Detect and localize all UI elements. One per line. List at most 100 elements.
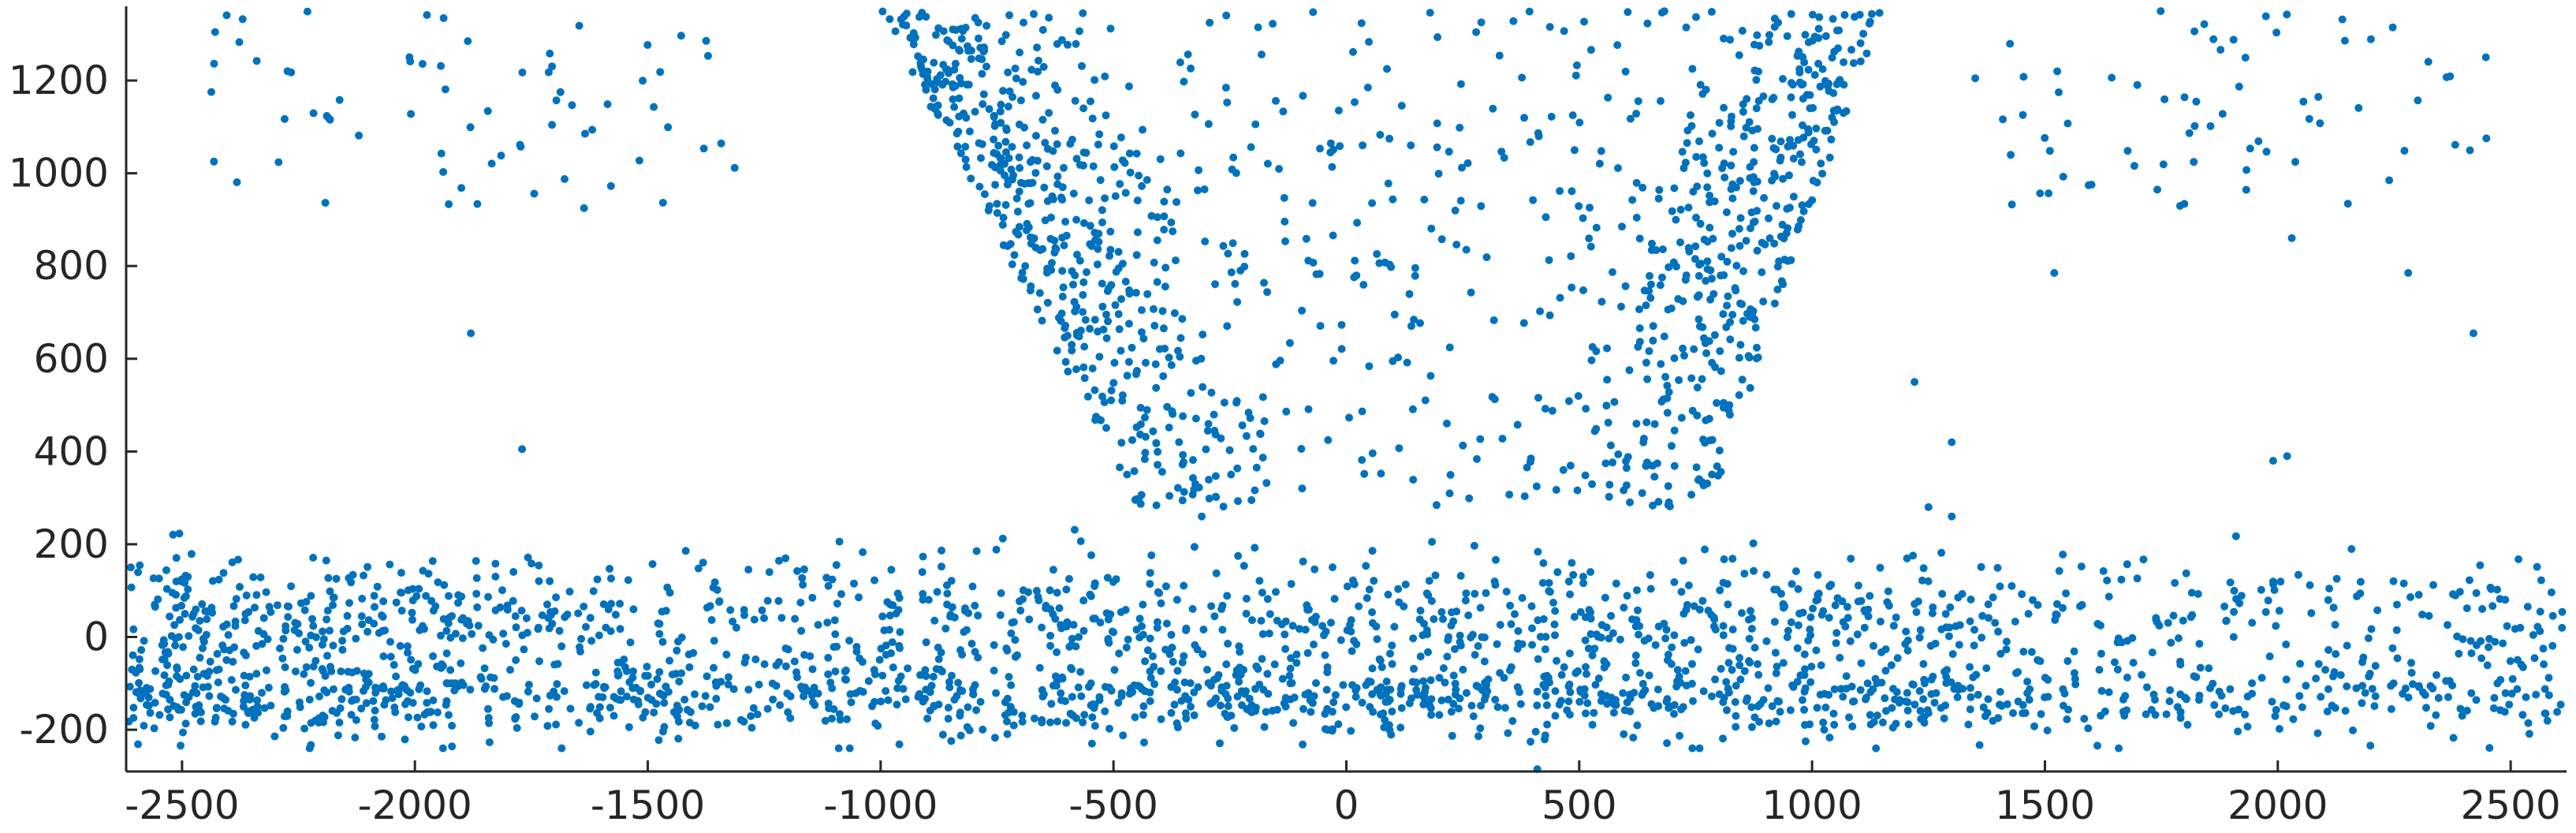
scatter-point (2117, 575, 2126, 584)
scatter-point (352, 715, 360, 724)
scatter-point (1301, 626, 1310, 634)
scatter-point (1695, 744, 1704, 753)
scatter-point (1153, 236, 1161, 245)
scatter-point (1568, 187, 1576, 196)
scatter-point (528, 559, 536, 568)
scatter-point (686, 708, 695, 716)
scatter-point (1069, 189, 1078, 198)
scatter-point (1210, 410, 1218, 419)
scatter-point (1643, 375, 1652, 383)
scatter-point (1329, 698, 1338, 707)
scatter-point (747, 723, 756, 732)
scatter-point (1419, 677, 1428, 685)
scatter-point (1605, 634, 1613, 643)
scatter-point (1035, 289, 1044, 297)
scatter-point (1055, 604, 1064, 612)
scatter-point (938, 546, 946, 555)
scatter-point (293, 620, 302, 629)
scatter-point (2129, 659, 2138, 667)
x-tick-label: 1000 (1762, 783, 1862, 828)
scatter-point (1346, 621, 1355, 629)
scatter-point (2043, 727, 2052, 734)
scatter-point (901, 695, 910, 704)
scatter-point (1018, 268, 1027, 277)
scatter-point (326, 663, 334, 671)
scatter-point (546, 49, 554, 58)
scatter-point (1150, 680, 1159, 689)
scatter-point (1087, 242, 1096, 250)
scatter-point (1416, 652, 1425, 661)
scatter-point (1360, 469, 1369, 478)
scatter-point (2159, 160, 2168, 169)
scatter-point (1062, 622, 1071, 631)
scatter-point (1098, 302, 1107, 311)
scatter-point (1729, 148, 1738, 156)
scatter-point (1687, 374, 1696, 383)
scatter-point (1690, 345, 1698, 353)
scatter-point (1807, 663, 1816, 671)
scatter-point (1179, 450, 1187, 459)
scatter-point (1162, 619, 1171, 628)
scatter-point (792, 668, 800, 677)
scatter-point (1564, 697, 1573, 706)
scatter-point (1806, 613, 1815, 622)
scatter-point (674, 637, 682, 646)
scatter-point (1019, 275, 1027, 283)
scatter-point (1270, 660, 1279, 669)
scatter-point (1632, 110, 1641, 118)
scatter-point (1445, 343, 1454, 352)
scatter-point (1465, 494, 1474, 502)
scatter-point (1678, 148, 1687, 156)
scatter-point (1605, 492, 1613, 501)
scatter-point (1262, 708, 1270, 716)
scatter-point (1005, 11, 1014, 20)
scatter-point (1676, 731, 1684, 740)
scatter-point (1032, 587, 1041, 595)
scatter-point (1919, 564, 1928, 573)
scatter-point (1047, 700, 1056, 708)
scatter-point (281, 622, 290, 630)
scatter-point (1770, 618, 1779, 626)
scatter-point (2323, 708, 2332, 715)
scatter-point (1720, 271, 1728, 279)
scatter-point (1752, 76, 1761, 84)
scatter-point (1918, 576, 1926, 585)
scatter-point (985, 202, 993, 211)
scatter-point (1416, 319, 1424, 327)
scatter-point (1514, 627, 1523, 635)
scatter-point (575, 719, 583, 727)
scatter-point (210, 157, 218, 166)
scatter-point (1703, 257, 1712, 266)
scatter-point (1493, 703, 1502, 712)
scatter-point (1738, 375, 1747, 384)
scatter-point (1007, 681, 1016, 689)
scatter-point (1194, 186, 1202, 195)
scatter-point (1038, 685, 1046, 694)
scatter-point (954, 678, 963, 687)
scatter-point (1157, 715, 1165, 723)
scatter-point (2063, 715, 2071, 723)
scatter-point (1706, 191, 1714, 200)
scatter-point (1233, 693, 1242, 700)
scatter-point (1420, 196, 1429, 204)
scatter-point (2138, 671, 2146, 679)
scatter-point (1646, 571, 1654, 579)
scatter-point (1765, 719, 1773, 727)
scatter-point (2476, 561, 2485, 570)
scatter-point (1527, 738, 1535, 746)
scatter-point (841, 675, 849, 684)
scatter-point (489, 635, 498, 644)
scatter-point (1046, 631, 1055, 640)
scatter-point (2007, 151, 2015, 159)
scatter-point (2241, 710, 2250, 719)
scatter-point (552, 720, 561, 729)
scatter-point (2548, 611, 2557, 620)
scatter-point (2103, 576, 2112, 585)
scatter-point (1603, 700, 1612, 708)
scatter-point (1153, 623, 1161, 632)
scatter-point (1519, 319, 1528, 327)
scatter-point (229, 657, 237, 666)
scatter-point (919, 552, 927, 561)
scatter-point (2108, 73, 2116, 82)
scatter-point (1676, 205, 1685, 214)
